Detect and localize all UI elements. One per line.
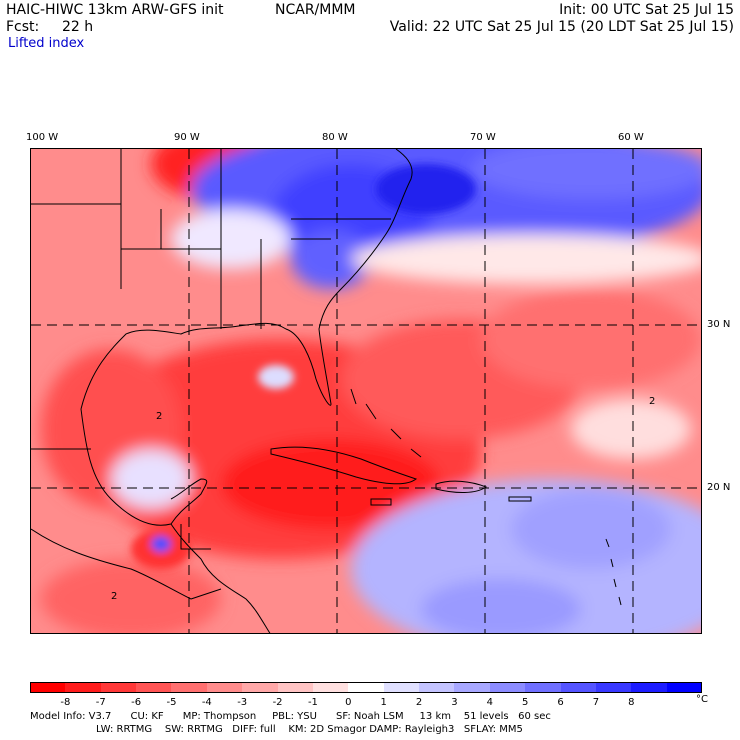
lon-label-70w: 70 W bbox=[470, 132, 496, 143]
contour-label: 2 bbox=[156, 411, 162, 422]
lat-label-30n: 30 N bbox=[707, 319, 731, 330]
colorbar-tick-label: -2 bbox=[272, 697, 283, 708]
model-info-line1: Model Info: V3.7 CU: KF MP: Thompson PBL… bbox=[30, 711, 551, 722]
colorbar-tick-label: -3 bbox=[237, 697, 248, 708]
map-canvas: 2 2 2 bbox=[31, 149, 701, 633]
field-name: Lifted index bbox=[8, 36, 85, 51]
lon-label-90w: 90 W bbox=[174, 132, 200, 143]
colorbar-swatch bbox=[30, 682, 66, 693]
colorbar-swatch bbox=[489, 682, 526, 693]
colorbar-swatch bbox=[277, 682, 314, 693]
colorbar-tick-label: -1 bbox=[307, 697, 318, 708]
org-label: NCAR/MMM bbox=[275, 2, 356, 18]
lifted-index-map: 2 2 2 bbox=[30, 148, 702, 634]
model-info-line2: LW: RRTMG SW: RRTMG DIFF: full KM: 2D Sm… bbox=[96, 724, 523, 735]
colorbar-tick-label: 8 bbox=[628, 697, 635, 708]
colorbar-swatch bbox=[65, 682, 102, 693]
colorbar-tick-label: -6 bbox=[131, 697, 142, 708]
lon-label-80w: 80 W bbox=[322, 132, 348, 143]
field-shading bbox=[41, 149, 701, 633]
forecast-hour: 22 h bbox=[62, 19, 94, 35]
colorbar-tick-label: -4 bbox=[201, 697, 212, 708]
colorbar-tick-label: 0 bbox=[345, 697, 352, 708]
colorbar-swatch bbox=[383, 682, 420, 693]
colorbar-tick-label: 5 bbox=[521, 697, 529, 708]
colorbar-swatch bbox=[666, 682, 703, 693]
colorbar-tick-label: 2 bbox=[415, 697, 423, 708]
colorbar-swatch bbox=[631, 682, 668, 693]
colorbar-swatch bbox=[595, 682, 632, 693]
colorbar-swatch bbox=[136, 682, 172, 693]
colorbar-swatch bbox=[242, 682, 279, 693]
model-title: HAIC-HIWC 13km ARW-GFS init bbox=[6, 2, 224, 18]
colorbar-tick-label: 6 bbox=[557, 697, 564, 708]
colorbar-tick-label: 1 bbox=[380, 697, 387, 708]
colorbar-tick-label: -8 bbox=[60, 697, 71, 708]
lon-label-60w: 60 W bbox=[618, 132, 644, 143]
colorbar-tick-label: 7 bbox=[592, 697, 600, 708]
colorbar-swatch bbox=[312, 682, 349, 693]
colorbar-tick-label: -7 bbox=[95, 697, 106, 708]
colorbar-swatch bbox=[171, 682, 208, 693]
init-time: Init: 00 UTC Sat 25 Jul 15 bbox=[559, 2, 734, 18]
colorbar-swatch bbox=[419, 682, 455, 693]
coastlines bbox=[31, 149, 622, 633]
colorbar-swatch bbox=[100, 682, 137, 693]
colorbar-swatch bbox=[560, 682, 597, 693]
lon-label-100w: 100 W bbox=[26, 132, 59, 143]
colorbar-tick-label: 3 bbox=[451, 697, 458, 708]
colorbar-tick-label: 4 bbox=[486, 697, 493, 708]
lat-label-20n: 20 N bbox=[707, 482, 731, 493]
graticule bbox=[31, 149, 701, 633]
contour-label: 2 bbox=[111, 591, 117, 602]
colorbar-swatch bbox=[348, 682, 385, 693]
contour-label: 2 bbox=[649, 396, 655, 407]
valid-time: Valid: 22 UTC Sat 25 Jul 15 (20 LDT Sat … bbox=[389, 19, 734, 35]
colorbar-swatch bbox=[454, 682, 491, 693]
colorbar-unit: °C bbox=[696, 694, 708, 705]
forecast-label: Fcst: bbox=[6, 19, 40, 35]
colorbar-swatch bbox=[206, 682, 243, 693]
colorbar-tick-label: -5 bbox=[166, 697, 177, 708]
colorbar-swatch bbox=[525, 682, 562, 693]
